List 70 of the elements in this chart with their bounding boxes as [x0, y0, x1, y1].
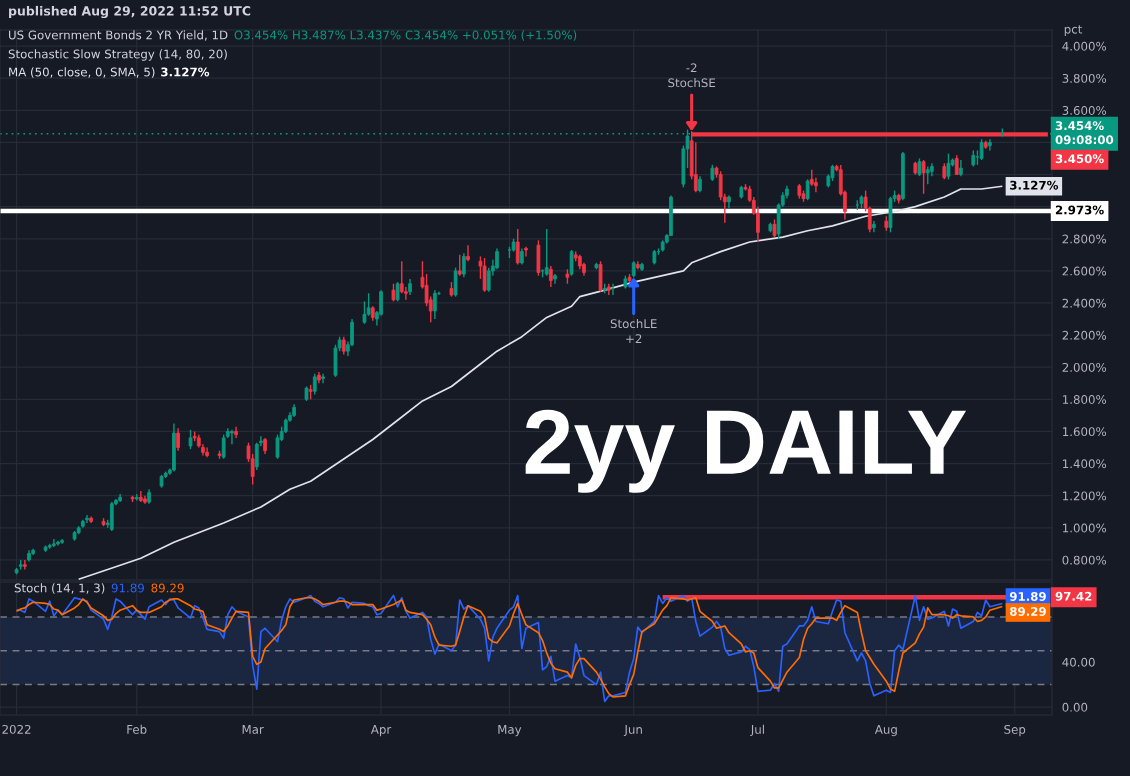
- x-tick-label: Feb: [127, 724, 147, 734]
- y-tick-label: 2.800%: [1062, 234, 1107, 244]
- chart-title: US Government Bonds 2 YR Yield, 1D: [9, 30, 228, 41]
- candlestick: [946, 152, 951, 181]
- ref-line-label: 2.973%: [1055, 205, 1104, 215]
- text: 89.29: [151, 583, 184, 593]
- y-tick-label: 1.200%: [1063, 491, 1107, 501]
- candlestick: [188, 429, 193, 450]
- data-label: 91.89: [1009, 592, 1046, 601]
- candlestick: [954, 154, 959, 176]
- y-tick-label: 4.000%: [1062, 41, 1107, 51]
- x-tick-label: 2022: [2, 724, 31, 734]
- x-tick-label: May: [498, 725, 522, 737]
- data-label: 3.450%: [1055, 154, 1104, 164]
- candlestick: [979, 138, 984, 161]
- y-tick-label: 0.800%: [1062, 555, 1107, 565]
- candlestick: [524, 246, 528, 258]
- candlestick: [312, 372, 317, 396]
- candlestick: [548, 265, 553, 288]
- text: MA (50, close, 0, SMA, 5): [9, 67, 155, 78]
- ref-line-label: 3.454% 09:08:00: [1055, 121, 1114, 145]
- line-series: [77, 185, 1004, 580]
- annotation: 2yy DAILY: [525, 409, 967, 493]
- x-tick-label: Apr: [370, 725, 392, 737]
- candlestick: [921, 159, 926, 195]
- candlestick: [321, 372, 325, 384]
- data-label: 89.29: [1010, 607, 1046, 616]
- y-tick-label: 2.000%: [1062, 362, 1107, 372]
- candlestick: [230, 429, 234, 446]
- annotation: StochLE +2: [610, 318, 657, 343]
- y-tick-label: 2.600%: [1062, 266, 1107, 276]
- y-tick-label: 2.400%: [1062, 298, 1107, 308]
- y-tick-label: 3.600%: [1062, 106, 1107, 115]
- annotation: -2 StochSE: [668, 63, 716, 88]
- x-tick-label: Mar: [242, 725, 264, 734]
- chart-subtitle: O3.454% H3.487% L3.437% C3.454% +0.051% (+1.50%): [234, 30, 577, 41]
- y-tick-label: 3.800%: [1062, 73, 1107, 83]
- annotation: Stochastic Slow Strategy (14, 80, 20): [8, 49, 227, 61]
- y-tick-label: 0.00: [1062, 702, 1088, 712]
- x-tick-label: Aug: [874, 725, 897, 737]
- text: published Aug 29, 2022 11:52 UTC: [9, 5, 251, 19]
- x-tick-label: Sep: [1004, 724, 1026, 737]
- candlestick: [693, 141, 698, 193]
- y-tick-label: 1.800%: [1063, 395, 1107, 404]
- candlestick: [569, 249, 574, 277]
- y-axis-title: pct: [1064, 25, 1083, 36]
- x-tick-label: Jul: [750, 724, 764, 737]
- y-tick-label: 1.400%: [1063, 459, 1107, 469]
- y-tick-label: 40.00: [1062, 657, 1095, 667]
- candlestick: [176, 427, 180, 452]
- chart-title: Stoch (14, 1, 3): [14, 583, 105, 594]
- x-tick-label: Jun: [623, 725, 642, 737]
- candlestick: [805, 178, 810, 201]
- candlestick: [544, 228, 549, 277]
- text: 3.127%: [161, 67, 210, 77]
- candlestick: [466, 244, 470, 262]
- candlestick: [404, 286, 408, 301]
- y-tick-label: 1.000%: [1063, 523, 1107, 533]
- candlestick: [515, 228, 520, 266]
- candlestick: [433, 289, 437, 320]
- candlestick: [462, 252, 466, 278]
- data-label: 97.42: [1055, 591, 1092, 601]
- candlestick: [814, 177, 818, 193]
- y-tick-label: 2.200%: [1062, 330, 1107, 340]
- candlestick: [457, 254, 462, 277]
- data-label: 3.127%: [1010, 180, 1059, 190]
- candlestick: [85, 514, 89, 524]
- candlestick: [395, 281, 400, 303]
- text: 91.89: [111, 583, 144, 593]
- y-tick-label: 1.600%: [1063, 427, 1107, 437]
